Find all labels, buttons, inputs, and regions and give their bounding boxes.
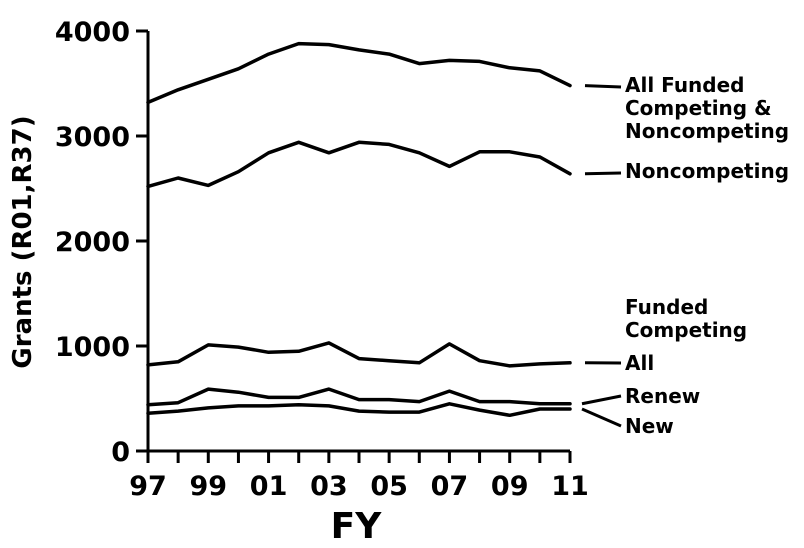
x-tick-label: 05 (370, 471, 408, 502)
y-tick-label: 3000 (55, 122, 130, 153)
x-tick-label: 01 (250, 471, 288, 502)
series-label-all: All (625, 351, 654, 375)
x-tick-label: 99 (189, 471, 227, 502)
series-label-all-funded: Competing & (625, 96, 772, 120)
series-label-new: New (625, 414, 674, 438)
x-tick-label: 03 (310, 471, 348, 502)
group-label: Competing (625, 318, 747, 342)
series-line-renew (146, 387, 572, 407)
series-line-new (146, 402, 572, 418)
series-line-all-funded (146, 41, 572, 105)
x-tick-label: 97 (129, 471, 167, 502)
group-label: Funded (625, 295, 708, 319)
series-line-noncompeting (146, 140, 572, 189)
series-label-all-funded: Noncompeting (625, 119, 789, 143)
leader-line-all-funded (584, 84, 622, 89)
series-label-renew: Renew (625, 384, 700, 408)
y-axis-title: Grants (R01,R37) (8, 115, 38, 368)
leader-line-renew (581, 394, 622, 406)
leader-line-new (581, 407, 622, 428)
y-tick-label: 0 (111, 437, 130, 468)
series-layer (146, 41, 572, 418)
series-label-noncompeting: Noncompeting (625, 159, 789, 183)
leader-line-noncompeting (584, 171, 622, 176)
x-tick-label: 09 (491, 471, 529, 502)
y-tick-label: 2000 (55, 227, 130, 258)
y-tick-label: 1000 (55, 332, 130, 363)
series-label-all-funded: All Funded (625, 73, 745, 97)
x-tick-label: 07 (431, 471, 469, 502)
y-tick-label: 4000 (55, 17, 130, 48)
x-tick-label: 11 (551, 471, 589, 502)
axes: 0 1000 2000 3000 4000 97 99 01 03 05 07 09 11 (55, 17, 589, 502)
x-axis-title: FY (331, 506, 383, 547)
series-line-all (146, 341, 572, 368)
